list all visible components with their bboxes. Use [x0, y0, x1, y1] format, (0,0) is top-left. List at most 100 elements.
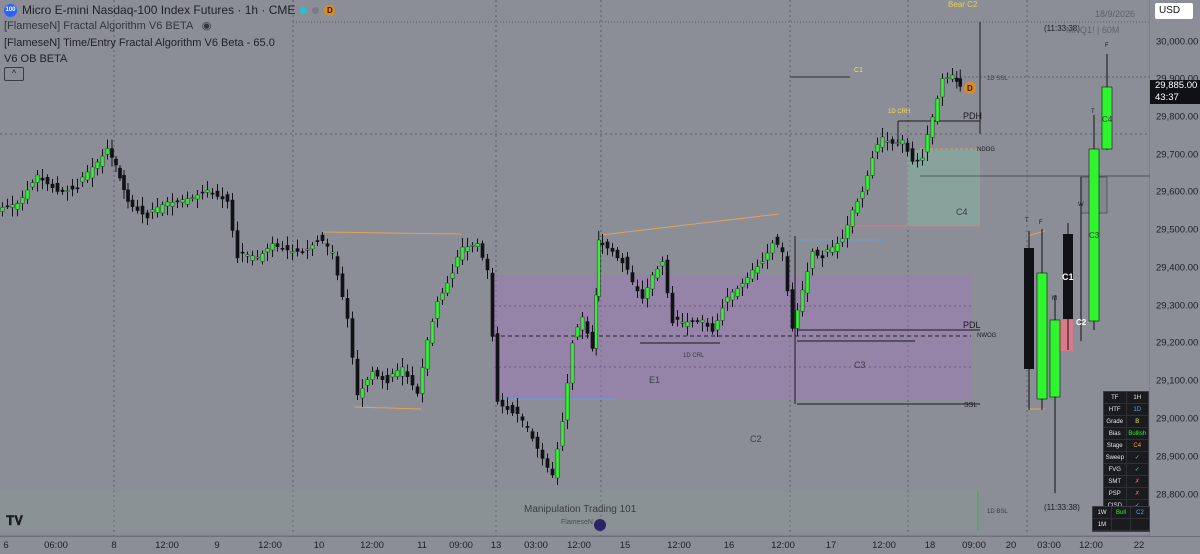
candle-body [820, 255, 825, 259]
collapse-legend-button[interactable]: ^ [4, 67, 24, 81]
candle-body [365, 379, 370, 386]
eye-icon[interactable]: ◉ [201, 20, 212, 32]
candle-body [230, 199, 235, 231]
d-marker-icon [964, 82, 976, 94]
candle-body [240, 251, 245, 254]
countdown-bottom: (11:33:38) [1044, 503, 1080, 512]
indicator-1-name[interactable]: [FlameseN] Fractal Algorithm V6 BETA [4, 20, 193, 32]
candle-body [710, 323, 715, 332]
c4-label: C4 [956, 207, 968, 217]
status-panel-row: PSP ✗ [1104, 488, 1148, 500]
1d-crl-label: 1D CRL [683, 353, 705, 359]
indicator-3-name[interactable]: V6 OB BETA [4, 53, 68, 65]
candle-body [140, 205, 145, 215]
candle-body [958, 78, 963, 87]
candle-body [130, 199, 135, 207]
orange-line-3 [600, 213, 780, 236]
symbol-logo-icon: 100 [4, 3, 17, 17]
candle-body [845, 224, 850, 239]
price-tick: 29,700.00 [1156, 149, 1199, 161]
candle-body [60, 189, 65, 192]
price-tick: 28,800.00 [1156, 489, 1199, 501]
status-htf-cell [1111, 519, 1130, 530]
f-label-1: F [1039, 220, 1043, 226]
time-tick: 22 [1133, 540, 1145, 551]
candle-body [675, 316, 680, 320]
indicator-1-row[interactable]: [FlameseN] Fractal Algorithm V6 BETA ◉ [4, 19, 211, 32]
status-panel-row: FVG ✓ [1104, 464, 1148, 476]
time-tick: 18 [924, 540, 936, 551]
candle-body [360, 387, 365, 399]
c1-label: C1 [854, 67, 863, 74]
candle-body [520, 416, 525, 421]
status-value: 1H [1125, 392, 1149, 403]
symbol-title[interactable]: Micro E-mini Nasdaq-100 Index Futures · … [22, 3, 296, 17]
candle-body [85, 171, 90, 181]
candle-body [635, 286, 640, 292]
brand-watermark: FlameseN [561, 519, 593, 526]
status-dot-icon [312, 6, 320, 14]
t-label-2: T [1091, 109, 1095, 115]
candle-body [900, 139, 905, 145]
candle-body [770, 242, 775, 254]
symbol-title-row[interactable]: 100 Micro E-mini Nasdaq-100 Index Future… [4, 3, 336, 17]
ndog-label: NDOG [977, 147, 995, 153]
candle-body [650, 274, 655, 290]
candle-body [225, 194, 230, 202]
status-panel-htf: 1W Bull C2 1M [1092, 506, 1150, 532]
time-tick: 17 [825, 540, 837, 551]
time-tick: 09:00 [449, 540, 473, 551]
candle-body [850, 209, 855, 227]
candle-body [325, 243, 330, 247]
currency-select[interactable]: USD [1155, 3, 1193, 19]
delayed-data-icon[interactable]: D [324, 4, 336, 16]
candle-body [655, 268, 660, 279]
candle-body [465, 246, 470, 252]
candle-body [105, 148, 110, 155]
candle-body [950, 74, 955, 80]
e1-label: E1 [649, 375, 660, 385]
candle-body [810, 251, 815, 269]
candle-body [315, 240, 320, 242]
candle-body [640, 289, 645, 299]
candle-body [815, 249, 820, 256]
candle-body [720, 307, 725, 321]
candle-body [305, 248, 310, 251]
price-tick: 28,900.00 [1156, 451, 1199, 463]
candle-body [740, 283, 745, 288]
candle-body [925, 134, 930, 153]
time-tick: 11 [417, 540, 427, 551]
candle-body [45, 177, 50, 185]
status-value: ✗ [1125, 488, 1149, 499]
candle-body [190, 197, 195, 199]
right-c2-label: C2 [1076, 318, 1087, 327]
time-tick: 09:00 [962, 540, 986, 551]
candle-body [335, 256, 340, 276]
candle-body [375, 369, 380, 377]
top-right-symbol: MNQ1! | 60M [1066, 25, 1120, 35]
indicator-3-row[interactable]: V6 OB BETA [4, 53, 67, 65]
candle-body [555, 448, 560, 479]
status-key: Sweep [1105, 454, 1124, 461]
status-panel-htf-row: 1M [1093, 519, 1149, 531]
indicator-2-name[interactable]: [FlameseN] Time/Entry Fractal Algorithm … [4, 37, 275, 49]
candle-body [570, 342, 575, 384]
time-axis[interactable]: 6 06:00 8 12:00 9 12:00 10 12:00 11 09:00 13 03:00 1… [0, 536, 1200, 554]
candle-body [500, 399, 505, 407]
time-tick: 10 [313, 540, 325, 551]
candle-body [660, 261, 665, 267]
c2-label: C2 [750, 434, 762, 444]
candle-body [825, 249, 830, 253]
right-c3-label: C3 [1089, 231, 1100, 240]
candle-body [930, 116, 935, 138]
price-tick: 29,300.00 [1156, 300, 1199, 312]
candle-body [205, 189, 210, 193]
candle-body [20, 197, 25, 204]
candle-body [585, 321, 590, 334]
tradingview-logo-icon[interactable]: 𝐓𝐕 [6, 513, 23, 528]
candle-body [15, 203, 20, 210]
indicator-2-row[interactable]: [FlameseN] Time/Entry Fractal Algorithm … [4, 37, 275, 49]
candle-body [875, 144, 880, 153]
candle-body [540, 449, 545, 459]
